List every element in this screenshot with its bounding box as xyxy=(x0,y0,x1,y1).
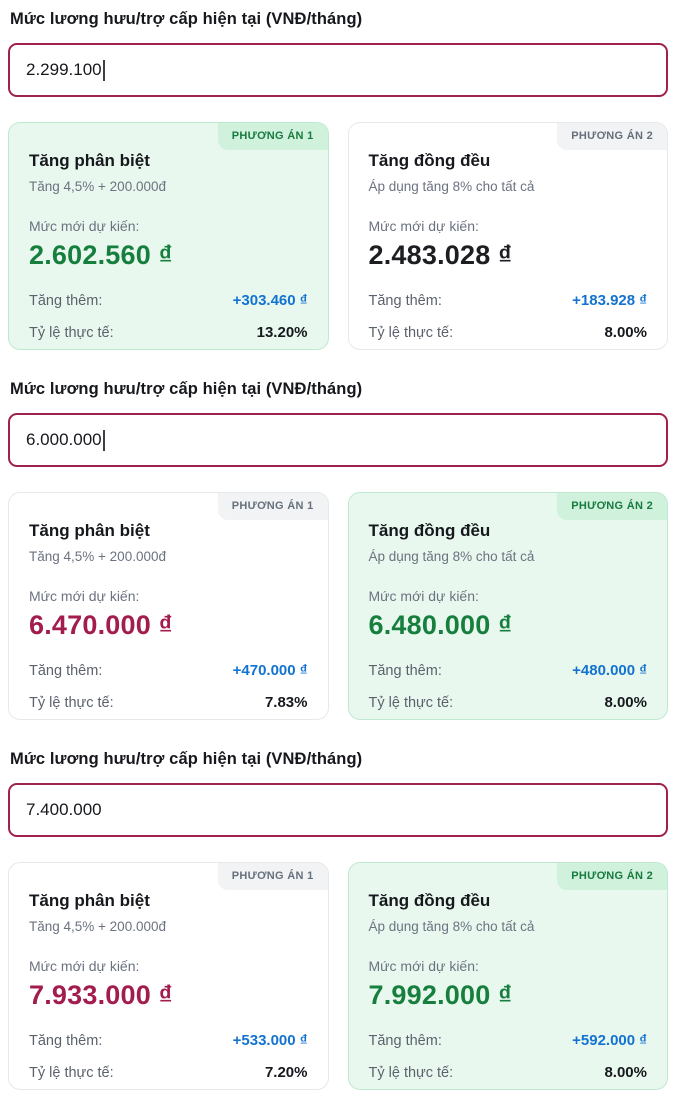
plan-title: Tăng đồng đều xyxy=(368,151,491,170)
rate-label: Tỷ lệ thực tế: xyxy=(29,1065,114,1081)
rate-row: Tỷ lệ thực tế: 13.20% xyxy=(29,324,308,341)
plan-subtitle: Tăng 4,5% + 200.000đ xyxy=(29,919,166,934)
rate-label: Tỷ lệ thực tế: xyxy=(368,325,454,341)
option-cards: PHƯƠNG ÁN 1 Tăng phân biệt Tăng 4,5% + 2… xyxy=(8,492,668,720)
rate-row: Tỷ lệ thực tế: 8.00% xyxy=(369,324,648,341)
increase-label: Tăng thêm: xyxy=(368,293,442,309)
pension-input[interactable]: 7.400.000 xyxy=(8,783,668,837)
rate-label: Tỷ lệ thực tế: xyxy=(29,325,114,341)
pension-input[interactable]: 2.299.100 xyxy=(8,43,668,97)
option-card-plan2: PHƯƠNG ÁN 2 Tăng đồng đều Áp dụng tăng 8… xyxy=(347,492,668,720)
new-amount-value: 2.602.560 ₫ xyxy=(29,240,173,270)
new-amount-value: 2.483.028 ₫ xyxy=(368,240,513,270)
pension-input-label: Mức lương hưu/trợ cấp hiện tại (VNĐ/thán… xyxy=(10,10,363,28)
pension-input-value: 6.000.000 xyxy=(26,430,102,449)
new-amount-label: Mức mới dự kiến: xyxy=(368,958,479,974)
option-cards: PHƯƠNG ÁN 1 Tăng phân biệt Tăng 4,5% + 2… xyxy=(8,122,668,350)
text-cursor xyxy=(102,429,105,451)
rate-value: 7.20% xyxy=(264,1064,308,1081)
rate-value: 13.20% xyxy=(256,324,308,341)
increase-value: +533.000 ₫ xyxy=(232,1032,308,1049)
increase-value: +480.000 ₫ xyxy=(572,662,647,679)
plan-subtitle: Tăng 4,5% + 200.000đ xyxy=(29,549,166,564)
plan-title: Tăng phân biệt xyxy=(29,891,150,910)
plan-subtitle: Áp dụng tăng 8% cho tất cả xyxy=(368,179,535,194)
plan-title: Tăng phân biệt xyxy=(29,151,150,170)
rate-row: Tỷ lệ thực tế: 8.00% xyxy=(369,694,648,711)
plan-title: Tăng phân biệt xyxy=(29,521,150,540)
plan-subtitle: Áp dụng tăng 8% cho tất cả xyxy=(368,549,535,564)
plan-subtitle: Tăng 4,5% + 200.000đ xyxy=(29,179,166,194)
text-cursor xyxy=(102,59,105,81)
new-amount-label: Mức mới dự kiến: xyxy=(29,218,140,234)
increase-row: Tăng thêm: +183.928 ₫ xyxy=(369,292,648,309)
pension-section-2: Mức lương hưu/trợ cấp hiện tại (VNĐ/thán… xyxy=(8,380,668,720)
rate-row: Tỷ lệ thực tế: 8.00% xyxy=(369,1064,648,1081)
increase-value: +592.000 ₫ xyxy=(572,1032,647,1049)
rate-row: Tỷ lệ thực tế: 7.20% xyxy=(29,1064,308,1081)
increase-label: Tăng thêm: xyxy=(368,663,442,679)
rate-value: 7.83% xyxy=(264,694,308,711)
option-card-plan1: PHƯƠNG ÁN 1 Tăng phân biệt Tăng 4,5% + 2… xyxy=(8,492,329,720)
new-amount-label: Mức mới dự kiến: xyxy=(29,958,140,974)
new-amount-value: 6.470.000 ₫ xyxy=(29,610,173,640)
new-amount-label: Mức mới dự kiến: xyxy=(29,588,140,604)
plan-title: Tăng đồng đều xyxy=(368,521,491,540)
increase-value: +303.460 ₫ xyxy=(232,292,308,309)
increase-row: Tăng thêm: +592.000 ₫ xyxy=(369,1032,648,1049)
increase-label: Tăng thêm: xyxy=(29,1033,103,1049)
rate-label: Tỷ lệ thực tế: xyxy=(368,695,454,711)
pension-input[interactable]: 6.000.000 xyxy=(8,413,668,467)
plan-badge: PHƯƠNG ÁN 2 xyxy=(557,123,667,150)
option-card-plan2: PHƯƠNG ÁN 2 Tăng đồng đều Áp dụng tăng 8… xyxy=(347,862,668,1090)
plan-badge: PHƯƠNG ÁN 2 xyxy=(557,863,667,890)
rate-row: Tỷ lệ thực tế: 7.83% xyxy=(29,694,308,711)
increase-row: Tăng thêm: +470.000 ₫ xyxy=(29,662,308,679)
rate-value: 8.00% xyxy=(604,324,647,341)
plan-badge: PHƯƠNG ÁN 1 xyxy=(217,493,328,520)
pension-input-label: Mức lương hưu/trợ cấp hiện tại (VNĐ/thán… xyxy=(10,750,363,768)
plan-badge: PHƯƠNG ÁN 1 xyxy=(217,123,328,150)
new-amount-value: 6.480.000 ₫ xyxy=(368,610,513,640)
increase-label: Tăng thêm: xyxy=(368,1033,442,1049)
plan-title: Tăng đồng đều xyxy=(368,891,491,910)
pension-section-3: Mức lương hưu/trợ cấp hiện tại (VNĐ/thán… xyxy=(8,750,668,1090)
increase-row: Tăng thêm: +480.000 ₫ xyxy=(369,662,648,679)
new-amount-value: 7.933.000 ₫ xyxy=(29,980,173,1010)
option-card-plan1: PHƯƠNG ÁN 1 Tăng phân biệt Tăng 4,5% + 2… xyxy=(8,122,329,350)
increase-value: +183.928 ₫ xyxy=(572,292,647,309)
pension-section-1: Mức lương hưu/trợ cấp hiện tại (VNĐ/thán… xyxy=(8,10,668,350)
plan-subtitle: Áp dụng tăng 8% cho tất cả xyxy=(368,919,535,934)
pension-input-value: 2.299.100 xyxy=(26,60,102,79)
option-card-plan1: PHƯƠNG ÁN 1 Tăng phân biệt Tăng 4,5% + 2… xyxy=(8,862,329,1090)
rate-value: 8.00% xyxy=(604,1064,647,1081)
increase-row: Tăng thêm: +533.000 ₫ xyxy=(29,1032,308,1049)
pension-input-label: Mức lương hưu/trợ cấp hiện tại (VNĐ/thán… xyxy=(10,380,363,398)
option-card-plan2: PHƯƠNG ÁN 2 Tăng đồng đều Áp dụng tăng 8… xyxy=(347,122,668,350)
rate-value: 8.00% xyxy=(604,694,647,711)
new-amount-label: Mức mới dự kiến: xyxy=(368,588,479,604)
increase-label: Tăng thêm: xyxy=(29,293,103,309)
rate-label: Tỷ lệ thực tế: xyxy=(29,695,114,711)
new-amount-label: Mức mới dự kiến: xyxy=(368,218,479,234)
rate-label: Tỷ lệ thực tế: xyxy=(368,1065,454,1081)
increase-row: Tăng thêm: +303.460 ₫ xyxy=(29,292,308,309)
increase-label: Tăng thêm: xyxy=(29,663,103,679)
increase-value: +470.000 ₫ xyxy=(232,662,308,679)
plan-badge: PHƯƠNG ÁN 1 xyxy=(217,863,328,890)
new-amount-value: 7.992.000 ₫ xyxy=(368,980,513,1010)
plan-badge: PHƯƠNG ÁN 2 xyxy=(557,493,667,520)
pension-input-value: 7.400.000 xyxy=(26,800,102,819)
option-cards: PHƯƠNG ÁN 1 Tăng phân biệt Tăng 4,5% + 2… xyxy=(8,862,668,1090)
